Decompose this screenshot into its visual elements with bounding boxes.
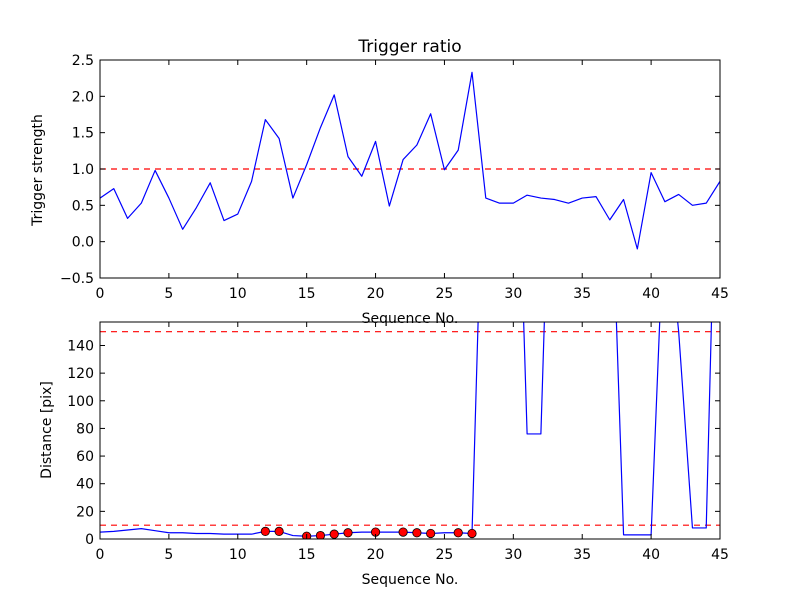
x-tick-label: 15 bbox=[298, 547, 316, 563]
data-point bbox=[398, 527, 408, 537]
chart-title: Trigger ratio bbox=[357, 37, 461, 57]
plot-area bbox=[100, 71, 720, 250]
x-tick-label: 30 bbox=[504, 547, 522, 563]
x-tick-label: 20 bbox=[367, 286, 385, 302]
x-tick-label: 35 bbox=[573, 286, 591, 302]
series-line bbox=[100, 71, 720, 250]
x-tick-label: 15 bbox=[298, 286, 316, 302]
x-tick-label: 10 bbox=[229, 286, 247, 302]
x-axis-label: Sequence No. bbox=[362, 572, 459, 588]
x-tick-label: 5 bbox=[164, 286, 173, 302]
y-tick-label: 0.5 bbox=[72, 198, 94, 214]
distance-panel: 0 5 10 15 20 25 30 35 40 45 0 20 40 60 80 100 120 140 Dist… bbox=[39, 321, 729, 588]
data-point bbox=[315, 530, 326, 539]
y-tick-label: 120 bbox=[67, 366, 94, 382]
data-point bbox=[274, 526, 284, 536]
x-tick-label: 20 bbox=[367, 547, 385, 563]
y-tick-label: 0.0 bbox=[72, 235, 94, 251]
y-tick-label: 80 bbox=[76, 421, 94, 437]
y-tick-label: 2.0 bbox=[72, 89, 94, 105]
data-point bbox=[329, 529, 339, 539]
data-point bbox=[260, 526, 270, 536]
trigger-ratio-panel: 0 5 10 15 20 25 30 35 40 45 −0.5 0.0 0.5 1.0 1.5 2.0 2.5… bbox=[30, 37, 729, 327]
x-tick-label: 45 bbox=[711, 547, 729, 563]
y-tick-label: 1.5 bbox=[72, 126, 94, 142]
x-tick-label: 40 bbox=[642, 286, 660, 302]
x-tick-label: 45 bbox=[711, 286, 729, 302]
x-tick-label: 0 bbox=[96, 286, 105, 302]
y-axis-label: Trigger strength bbox=[30, 114, 46, 227]
axes-frame bbox=[99, 321, 721, 540]
y-axis-label: Distance [pix] bbox=[39, 381, 55, 479]
x-tick-label: 5 bbox=[164, 547, 173, 563]
y-tick-label: 1.0 bbox=[72, 162, 94, 178]
x-tick-label: 25 bbox=[436, 547, 454, 563]
y-tick-label: 100 bbox=[67, 394, 94, 410]
y-tick-label: −0.5 bbox=[60, 271, 94, 287]
data-point bbox=[412, 528, 422, 538]
x-tick-label: 25 bbox=[436, 286, 454, 302]
y-tick-label: 60 bbox=[76, 449, 94, 465]
x-tick-label: 35 bbox=[573, 547, 591, 563]
y-tick-label: 140 bbox=[67, 338, 94, 354]
data-point bbox=[343, 528, 353, 538]
y-tick-label: 40 bbox=[76, 477, 94, 493]
x-tick-label: 10 bbox=[229, 547, 247, 563]
data-point bbox=[453, 528, 463, 538]
x-tick-label: 40 bbox=[642, 547, 660, 563]
plot-area bbox=[100, 322, 720, 539]
data-point bbox=[426, 528, 436, 539]
x-tick-label: 0 bbox=[96, 547, 105, 563]
y-tick-label: 20 bbox=[76, 504, 94, 520]
x-axis-label: Sequence No. bbox=[362, 311, 459, 327]
x-tick-label: 30 bbox=[504, 286, 522, 302]
series-line bbox=[100, 322, 713, 537]
y-tick-label: 0 bbox=[85, 532, 94, 548]
data-point bbox=[467, 528, 477, 539]
y-tick-label: 2.5 bbox=[72, 53, 94, 69]
